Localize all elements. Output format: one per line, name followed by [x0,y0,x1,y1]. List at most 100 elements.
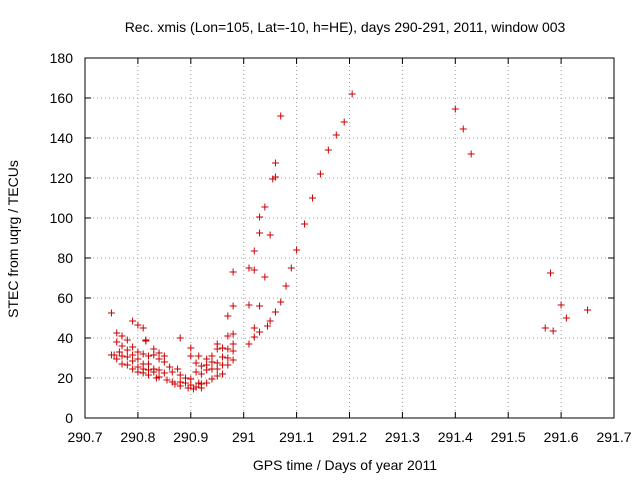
y-tick-label: 180 [50,50,74,66]
y-tick-labels: 0 20 40 60 80 100 120 140 160 180 [50,50,74,426]
x-tick-label: 291.3 [385,429,420,445]
data-point [123,336,131,344]
data-point [261,273,269,281]
data-point [229,330,237,338]
data-point [144,352,152,360]
x-tick-label: 291.1 [279,429,314,445]
x-tick-label: 291.6 [544,429,579,445]
data-point [155,366,163,374]
data-point [229,340,237,348]
data-point [549,327,557,335]
y-tick-label: 140 [50,130,74,146]
data-point [113,338,121,346]
data-point [229,302,237,310]
data-point [123,346,131,354]
data-point [118,332,126,340]
data-point [271,159,279,167]
data-point [219,370,227,378]
data-point [282,282,290,290]
data-point [245,264,253,272]
data-point [459,125,467,133]
data-point [308,194,316,202]
data-point [155,373,163,381]
data-point [451,105,459,113]
x-tick-label: 291.2 [332,429,367,445]
data-point [213,372,221,380]
data-point [144,371,152,379]
data-point [115,348,123,356]
data-point [224,354,232,362]
data-point [287,264,295,272]
data-point [224,312,232,320]
data-point [224,332,232,340]
data-point [113,355,121,363]
data-point [332,131,340,139]
data-point [192,383,200,391]
data-point [134,348,142,356]
data-point [224,361,232,369]
x-axis-label: GPS time / Days of year 2011 [253,457,437,473]
data-point [208,375,216,383]
data-point [155,355,163,363]
data-point [245,301,253,309]
data-point [256,302,264,310]
data-point [557,301,565,309]
data-point [277,298,285,306]
data-point [192,359,200,367]
data-point [562,314,570,322]
data-point [197,370,205,378]
data-point [208,352,216,360]
data-point [123,361,131,369]
data-point [197,362,205,370]
data-point [171,380,179,388]
data-point [166,363,174,371]
data-point [187,375,195,383]
data-point [229,268,237,276]
data-point [182,379,190,387]
y-tick-label: 60 [57,290,73,306]
data-point [129,357,137,365]
data-point [213,345,221,353]
data-point [129,317,137,325]
data-point [250,324,258,332]
data-point [142,337,150,345]
data-point [163,376,171,384]
data-point [250,266,258,274]
data-point [301,220,309,228]
data-point [129,351,137,359]
x-tick-label: 291 [232,429,256,445]
data-point [150,345,158,353]
data-point [541,324,549,332]
data-point [316,170,324,178]
data-point [160,369,168,377]
y-tick-label: 0 [65,410,73,426]
data-point [195,352,203,360]
x-tick-label: 290.7 [67,429,102,445]
data-point [348,90,356,98]
data-point [139,324,147,332]
y-axis-label: STEC from uqrg / TECUs [5,160,21,318]
data-point [203,379,211,387]
data-point [155,349,163,357]
data-point [174,365,182,373]
data-point [266,317,274,325]
data-point [118,342,126,350]
data-point [118,352,126,360]
data-point [219,344,227,352]
data-point [187,381,195,389]
data-point [213,359,221,367]
data-point [144,360,152,368]
data-point [256,229,264,237]
data-point [134,355,142,363]
data-point [229,356,237,364]
data-point [129,365,137,373]
data-points [107,90,592,393]
grid-lines [85,58,614,418]
data-point [277,112,285,120]
data-point [129,343,137,351]
data-point [139,369,147,377]
data-point [160,358,168,366]
x-tick-label: 290.9 [173,429,208,445]
data-point [219,353,227,361]
